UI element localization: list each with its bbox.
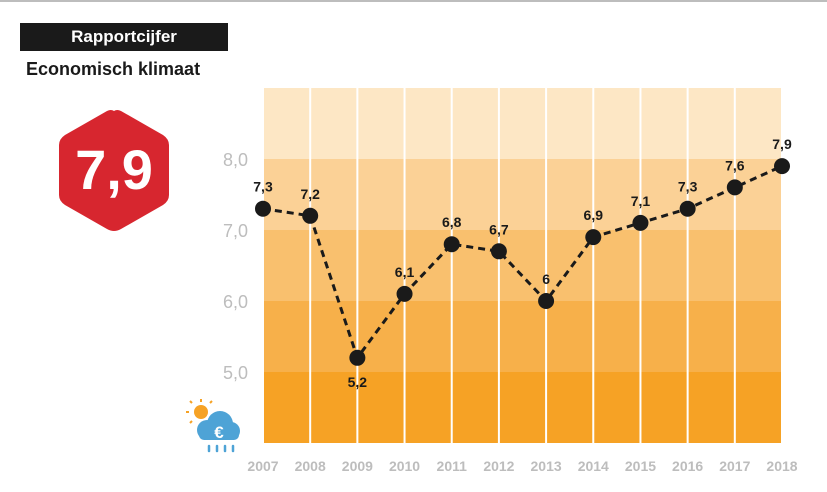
data-label: 7,1 <box>631 193 651 209</box>
band-3 <box>263 159 782 230</box>
data-label: 6 <box>542 271 550 287</box>
x-tick-label: 2011 <box>437 458 468 474</box>
x-tick-label: 2008 <box>295 458 326 474</box>
data-label: 7,9 <box>772 136 792 152</box>
band-4 <box>263 88 782 159</box>
svg-text:€: € <box>214 423 224 442</box>
data-label: 7,6 <box>725 157 745 173</box>
data-point <box>774 158 790 175</box>
data-label: 6,7 <box>489 221 509 237</box>
y-tick-label: 6,0 <box>223 292 248 312</box>
x-tick-label: 2014 <box>578 458 609 474</box>
data-point <box>396 285 413 302</box>
data-point <box>255 200 271 217</box>
chart-subtitle: Economisch klimaat <box>26 59 201 79</box>
y-tick-label: 7,0 <box>223 221 248 241</box>
band-0 <box>263 372 782 443</box>
x-tick-label: 2018 <box>766 458 797 474</box>
data-point <box>585 229 602 246</box>
x-tick-label: 2009 <box>342 458 373 474</box>
x-tick-label: 2010 <box>389 458 420 474</box>
series-line <box>262 164 783 362</box>
x-tick-label: 2016 <box>672 458 703 474</box>
rain-icon <box>207 444 235 453</box>
data-point <box>443 236 460 253</box>
data-point <box>349 349 366 366</box>
data-label: 7,3 <box>678 179 698 195</box>
score-badge: 7,9 <box>55 105 173 235</box>
data-label: 6,1 <box>395 264 415 280</box>
y-tick-label: 5,0 <box>223 363 248 383</box>
weather-euro-icon: € <box>185 398 245 458</box>
data-label: 7,2 <box>300 186 320 202</box>
score-value: 7,9 <box>75 138 153 201</box>
data-label: 6,8 <box>442 214 462 230</box>
x-tick-label: 2015 <box>625 458 656 474</box>
chart-label: Rapportcijfer <box>20 23 228 51</box>
data-point <box>679 200 696 217</box>
x-tick-label: 2017 <box>719 458 750 474</box>
data-point <box>490 243 507 260</box>
sun-icon <box>186 399 213 424</box>
band-2 <box>263 230 782 301</box>
x-tick-label: 2012 <box>483 458 514 474</box>
y-tick-label: 8,0 <box>223 150 248 170</box>
data-label: 7,3 <box>253 179 273 195</box>
data-point <box>538 293 555 309</box>
data-point <box>632 214 649 231</box>
x-tick-label: 2007 <box>247 458 278 474</box>
data-point <box>302 207 319 224</box>
data-point <box>726 179 743 196</box>
data-label: 6,9 <box>584 207 604 223</box>
data-label: 5,2 <box>348 374 368 390</box>
x-tick-label: 2013 <box>531 458 562 474</box>
cloud-icon: € <box>197 411 240 442</box>
top-rule <box>0 0 827 2</box>
score-hexagon <box>59 110 169 231</box>
